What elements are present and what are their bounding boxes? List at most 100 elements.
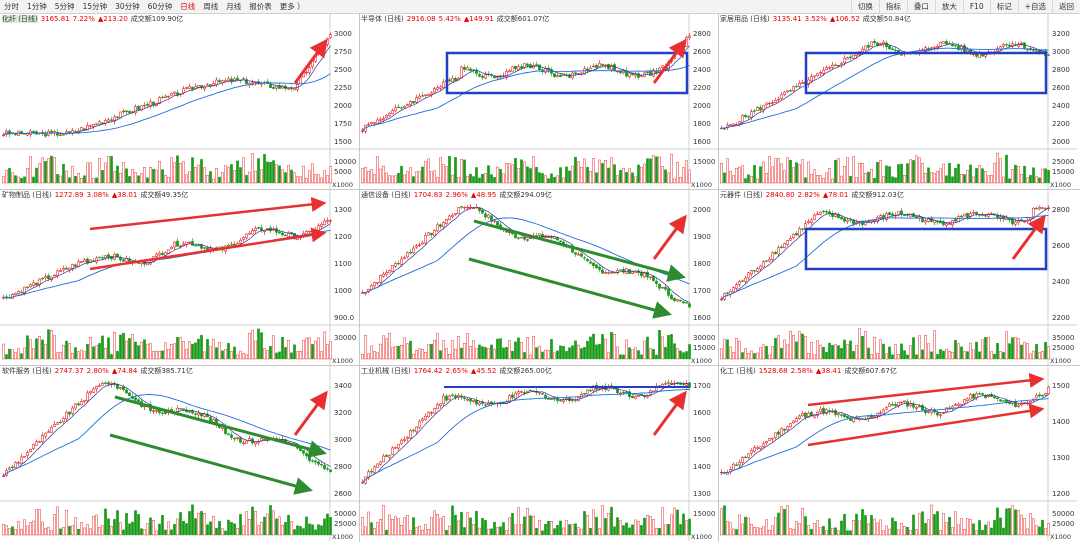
candle [813,75,816,80]
volume-bar [56,506,59,536]
volume-bar [245,174,248,184]
chart-panel[interactable]: 化纤 (日线) 3165.81 7.22% ▲213.20 成交额109.90亿 3000… [0,13,359,189]
volume-bar [688,518,691,536]
volume-bar [906,527,909,536]
candle [448,394,451,403]
candle [379,460,382,466]
chart-panel[interactable]: 通信设备 (日线) 1704.83 2.96% ▲48.95 成交额294.09亿 200… [359,189,718,365]
back-button[interactable]: 返回 [1052,0,1080,13]
volume-bar [290,352,293,360]
ma-line-short [3,45,331,136]
volume-bar [1005,508,1008,536]
candle [607,63,610,70]
tab-more[interactable]: 更多 ） [279,2,305,11]
volume-bar [59,528,62,536]
candle [373,281,376,289]
chart-panel[interactable]: 软件服务 (日线) 2747.37 2.80% ▲74.84 成交额385.71亿 340… [0,365,359,541]
tab-period[interactable]: 分时 [4,2,19,11]
volume-bar [5,169,8,184]
volume-tick-label: 25000 [1052,158,1074,166]
volume-bar [738,166,741,184]
candle [816,211,819,216]
tab-period[interactable]: 周线 [203,2,219,11]
candle [777,245,780,257]
add-watchlist-button[interactable]: +自选 [1017,0,1052,13]
switch-button[interactable]: 切换 [850,0,879,13]
price-chart: 3000275025002250200017501500100005000X10… [0,13,359,189]
candle [628,72,631,79]
volume-bar [945,175,948,184]
candle [625,67,628,78]
chart-panel[interactable]: 半导体 (日线) 2916.08 5.42% ▲149.91 成交额601.07亿 280… [359,13,718,189]
candle [505,68,508,80]
volume-bar [981,529,984,536]
volume-bar [1041,168,1044,184]
price-tick-label: 1600 [693,314,711,322]
volume-bar [361,517,364,536]
volume-bar [71,525,74,536]
candle [945,39,948,46]
candle [14,292,17,296]
volume-bar [14,529,17,536]
volume-bar [729,346,732,360]
volume-bar [538,172,541,184]
candle [957,43,960,52]
candle [939,217,942,224]
volume-bar [167,349,170,360]
tab-period[interactable]: 15分钟 [82,2,108,11]
candle [1005,43,1008,47]
volume-bar [682,513,685,536]
panel-name: 家居用品 (日线) [720,15,770,23]
tab-period-daily[interactable]: 日线 [180,2,196,11]
volume-bar [679,350,682,360]
volume-bar [254,511,257,536]
price-tick-label: 3000 [1052,48,1070,56]
volume-bar [98,158,101,184]
chart-panel[interactable]: 矿物制品 (日线) 1272.89 3.08% ▲38.01 成交额49.35亿 1300… [0,189,359,365]
volume-bar [275,352,278,360]
tab-period[interactable]: 月线 [226,2,242,11]
tab-period[interactable]: 30分钟 [115,2,140,11]
candle [170,92,173,96]
candle [412,428,415,433]
chart-panel[interactable]: 工业机械 (日线) 1764.42 2.65% ▲45.52 成交额265.00亿 170… [359,365,718,541]
volume-bar [529,515,532,536]
f10-button[interactable]: F10 [962,0,990,13]
candle [960,44,963,52]
candle [427,411,430,419]
candle [939,411,942,419]
candle [302,450,305,457]
chart-panel[interactable]: 化工 (日线) 1528.68 2.58% ▲38.41 成交额607.67亿 1500 1… [718,365,1077,541]
candle [1047,385,1050,395]
volume-bar [783,509,786,536]
candle [245,233,248,240]
candle [792,420,795,424]
candle [933,220,936,226]
tab-period[interactable]: 1分钟 [27,2,47,11]
candle [1011,40,1014,49]
volume-bar [266,161,269,184]
tab-period[interactable]: 60分钟 [147,2,173,11]
volume-bar [999,517,1002,536]
volume-bar [768,529,771,536]
chart-panel[interactable]: 元器件 (日线) 2840.80 2.82% ▲78.01 成交额912.03亿 2800… [718,189,1077,365]
candle [891,46,894,51]
volume-bar [466,512,469,536]
volume-bar [894,177,897,184]
volume-bar [798,331,801,360]
candle [370,468,373,475]
zoom-button[interactable]: 放大 [934,0,963,13]
tab-quote-table[interactable]: 报价表 [249,2,272,11]
candle [631,72,634,76]
candle [822,67,825,76]
volume-bar [966,170,969,184]
tab-period[interactable]: 5分钟 [54,2,75,11]
chart-panel[interactable]: 家居用品 (日线) 3135.41 3.52% ▲106.52 成交额50.84亿 320… [718,13,1077,189]
mark-button[interactable]: 标记 [989,0,1018,13]
volume-bar [1035,176,1038,184]
volume-bar [275,518,278,536]
overlay-button[interactable]: 叠口 [906,0,935,13]
volume-bar [1008,178,1011,184]
candle [673,297,676,303]
indicator-button[interactable]: 指标 [878,0,907,13]
